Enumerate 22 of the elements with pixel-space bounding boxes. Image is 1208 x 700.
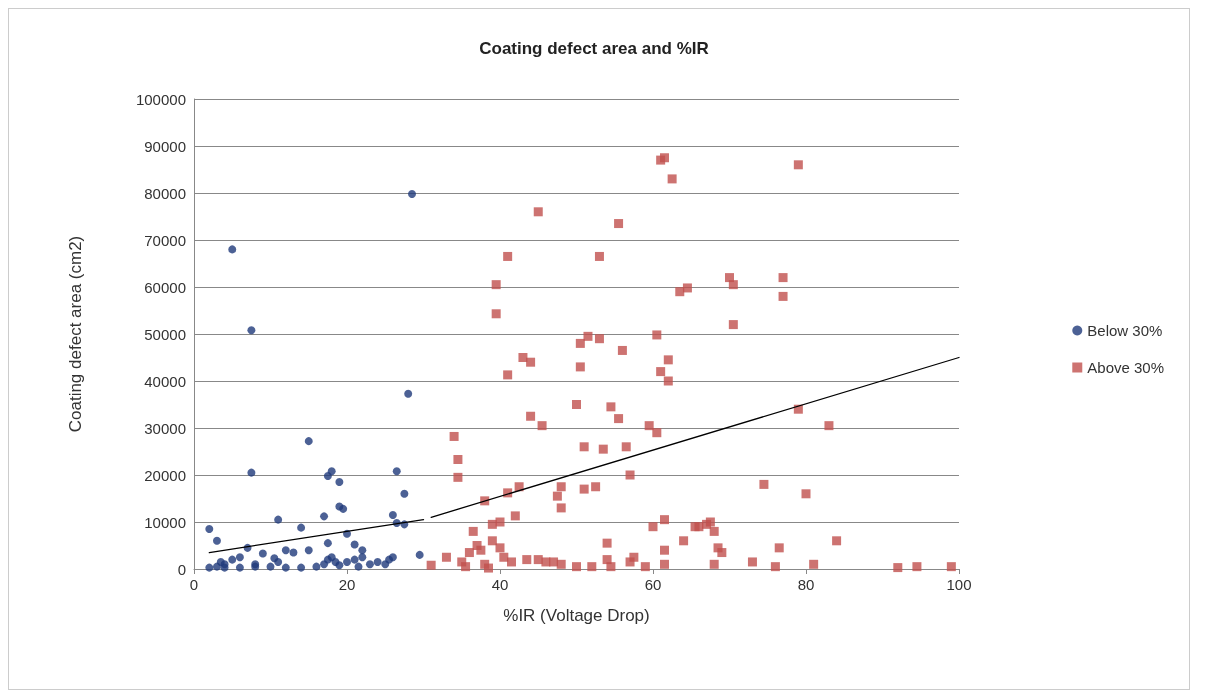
legend-label: Above 30% xyxy=(1087,359,1165,376)
y-tick-label: 40000 xyxy=(144,372,186,390)
y-tick-label: 10000 xyxy=(144,513,186,531)
x-tick-label: 40 xyxy=(491,576,509,593)
y-tick-label: 60000 xyxy=(144,278,186,296)
chart-title: Coating defect area and %IR xyxy=(479,39,709,58)
y-tick-label: 50000 xyxy=(144,325,186,343)
y-tick-label: 80000 xyxy=(144,184,186,202)
y-tick-label: 0 xyxy=(177,560,186,578)
y-tick-label: 100000 xyxy=(135,90,186,108)
legend-label: Below 30% xyxy=(1087,322,1163,339)
x-tick-label: 100 xyxy=(946,576,972,593)
y-tick-label: 90000 xyxy=(144,137,186,155)
x-tick-label: 20 xyxy=(338,576,356,593)
y-tick-label: 70000 xyxy=(144,231,186,249)
x-tick-label: 0 xyxy=(189,576,199,593)
x-tick-label: 60 xyxy=(644,576,662,593)
x-axis-title: %IR (Voltage Drop) xyxy=(503,606,650,625)
x-tick-label: 80 xyxy=(797,576,815,593)
y-tick-label: 20000 xyxy=(144,466,186,484)
y-axis-title: Coating defect area (cm2) xyxy=(66,235,85,433)
y-tick-label: 30000 xyxy=(144,419,186,437)
